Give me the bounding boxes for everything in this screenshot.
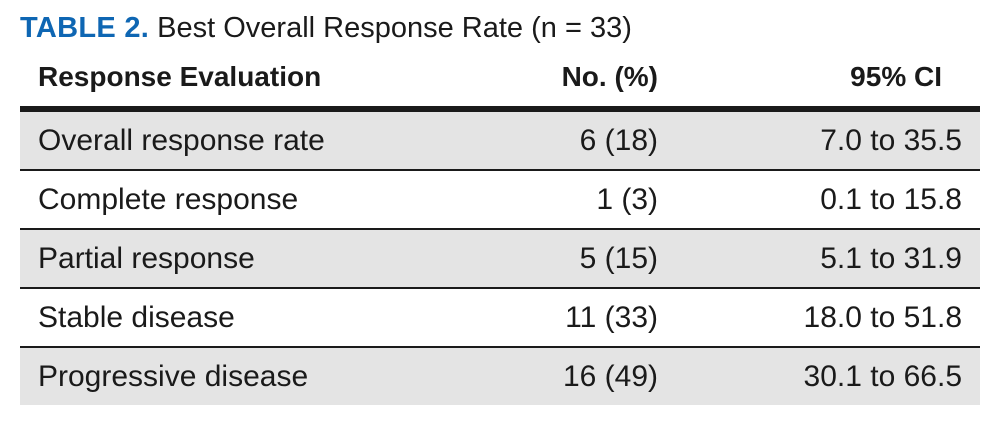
row-count: 6 (18): [470, 109, 670, 171]
table-row: Complete response 1 (3) 0.1 to 15.8: [20, 170, 980, 230]
row-count: 5 (15): [470, 229, 670, 289]
column-header-count-percent: No. (%): [470, 48, 670, 112]
table-number-label: TABLE 2.: [20, 12, 150, 44]
row-label: Progressive disease: [20, 347, 470, 405]
table-row: Overall response rate 6 (18) 7.0 to 35.5: [20, 109, 980, 171]
response-rate-table-block: TABLE 2. Best Overall Response Rate (n = …: [20, 8, 980, 405]
row-ci: 5.1 to 31.9: [670, 229, 980, 289]
row-label: Partial response: [20, 229, 470, 289]
table-row: Partial response 5 (15) 5.1 to 31.9: [20, 229, 980, 289]
row-count: 16 (49): [470, 347, 670, 405]
table-row: Progressive disease 16 (49) 30.1 to 66.5: [20, 347, 980, 405]
table-row: Stable disease 11 (33) 18.0 to 51.8: [20, 288, 980, 348]
row-label: Complete response: [20, 170, 470, 230]
table-caption: TABLE 2. Best Overall Response Rate (n = …: [20, 8, 980, 48]
row-count: 1 (3): [470, 170, 670, 230]
row-ci: 18.0 to 51.8: [670, 288, 980, 348]
table-header: Response Evaluation No. (%) 95% CI: [20, 48, 980, 112]
row-label: Overall response rate: [20, 109, 470, 171]
row-count: 11 (33): [470, 288, 670, 348]
row-ci: 7.0 to 35.5: [670, 109, 980, 171]
header-row: Response Evaluation No. (%) 95% CI: [20, 48, 980, 112]
table-title: Best Overall Response Rate (n = 33): [157, 12, 632, 44]
response-rate-table: Response Evaluation No. (%) 95% CI Overa…: [20, 48, 980, 405]
row-ci: 0.1 to 15.8: [670, 170, 980, 230]
column-header-response-evaluation: Response Evaluation: [20, 48, 470, 112]
table-body: Overall response rate 6 (18) 7.0 to 35.5…: [20, 109, 980, 405]
row-label: Stable disease: [20, 288, 470, 348]
column-header-ci: 95% CI: [670, 48, 980, 112]
row-ci: 30.1 to 66.5: [670, 347, 980, 405]
